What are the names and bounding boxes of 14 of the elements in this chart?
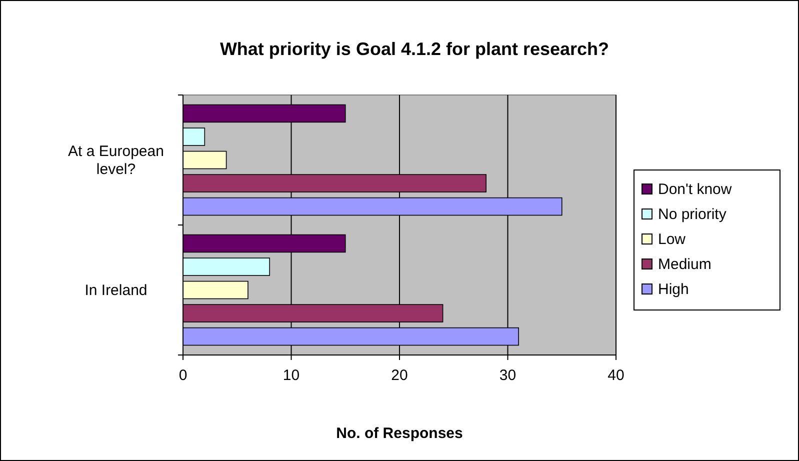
legend-label: Medium	[658, 256, 712, 273]
y-tick-label: At a European level?	[68, 143, 164, 178]
x-tick-label: 10	[282, 367, 300, 384]
legend-label: High	[658, 281, 689, 298]
x-tick-label: 0	[178, 367, 188, 384]
legend-label: No priority	[658, 206, 727, 223]
legend-label: Don't know	[658, 181, 732, 198]
chart-title: What priority is Goal 4.1.2 for plant research?	[220, 39, 610, 59]
legend-label: Low	[658, 231, 686, 248]
x-tick-label: 30	[499, 367, 516, 384]
x-tick-label: 20	[391, 367, 408, 384]
x-axis-title: No. of Responses	[336, 425, 463, 442]
x-tick-label: 40	[608, 367, 624, 384]
y-tick-label: In Ireland	[84, 282, 148, 299]
